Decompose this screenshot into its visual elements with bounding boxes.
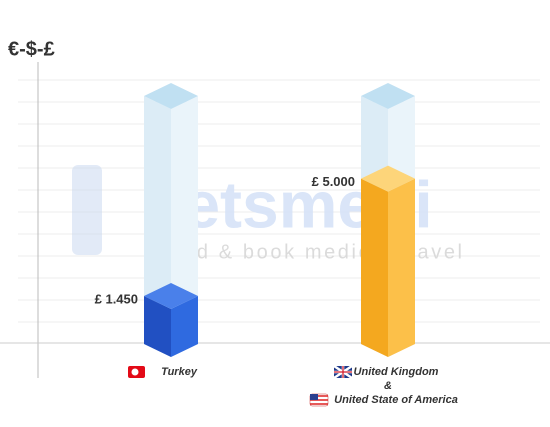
x-tick-label: United State of America bbox=[334, 394, 458, 406]
prism-top bbox=[144, 83, 198, 109]
watermark-icon bbox=[72, 165, 102, 255]
prism-right bbox=[171, 296, 198, 357]
background-grid bbox=[18, 79, 540, 323]
bar bbox=[144, 283, 198, 357]
value-label: £ 5.000 bbox=[312, 174, 355, 189]
x-tick-label: & bbox=[384, 380, 392, 392]
prism-top bbox=[144, 283, 198, 310]
prism-left bbox=[144, 296, 171, 357]
flag-icon bbox=[334, 366, 352, 378]
flag-icon bbox=[131, 368, 139, 376]
prism-top bbox=[361, 165, 415, 192]
prism-left bbox=[361, 178, 388, 357]
flag-icon bbox=[310, 394, 318, 400]
value-label: £ 1.450 bbox=[95, 291, 138, 306]
x-tick-label: United Kingdom bbox=[354, 366, 439, 378]
x-tick-label: Turkey bbox=[161, 366, 198, 378]
prism-top bbox=[361, 83, 415, 109]
prism-right bbox=[388, 178, 415, 357]
axis-title: €-$-£ bbox=[8, 38, 55, 60]
bar bbox=[361, 165, 415, 357]
watermark-subtitle: find & book medical travel bbox=[168, 241, 465, 263]
